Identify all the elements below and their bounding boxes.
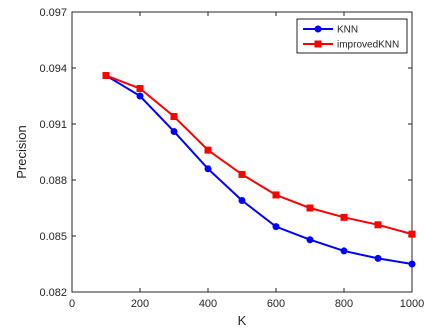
data-point-KNN xyxy=(408,260,416,268)
axes xyxy=(71,11,413,293)
series-improvedKNN xyxy=(102,71,416,238)
data-point-improvedKNN xyxy=(204,146,212,154)
y-tick-label: 0.085 xyxy=(39,231,67,243)
data-point-KNN xyxy=(306,236,314,244)
y-tick-label: 0.088 xyxy=(39,175,67,187)
data-point-KNN xyxy=(238,197,246,205)
data-point-improvedKNN xyxy=(238,170,246,178)
series xyxy=(102,71,416,268)
data-point-KNN xyxy=(136,92,144,100)
x-tick-label: 200 xyxy=(131,298,149,310)
data-point-improvedKNN xyxy=(272,191,280,199)
series-line-KNN xyxy=(105,74,413,265)
data-point-KNN xyxy=(170,127,178,135)
x-tick-label: 400 xyxy=(199,298,217,310)
ticks: 0 200 400 600 800 1000 0.082 0.085 0.088 0.091 0.0… xyxy=(39,7,424,310)
y-tick-label: 0.091 xyxy=(39,119,67,131)
legend: KNN improvedKNN xyxy=(296,18,408,54)
x-tick-label: 1000 xyxy=(400,298,424,310)
data-point-improvedKNN xyxy=(408,230,416,238)
data-point-KNN xyxy=(340,247,348,255)
x-tick-label: 0 xyxy=(69,298,75,310)
series-KNN xyxy=(102,71,416,268)
plot-frame xyxy=(71,11,413,293)
legend-label-KNN: KNN xyxy=(337,25,358,36)
y-axis-label: Precision xyxy=(14,125,29,178)
data-point-improvedKNN xyxy=(136,85,144,93)
y-tick-label: 0.094 xyxy=(39,63,67,75)
data-point-improvedKNN xyxy=(102,71,110,79)
data-point-KNN xyxy=(374,254,382,262)
data-point-KNN xyxy=(204,165,212,173)
data-point-improvedKNN xyxy=(340,213,348,221)
x-tick-label: 800 xyxy=(335,298,353,310)
data-point-improvedKNN xyxy=(374,221,382,229)
data-point-improvedKNN xyxy=(306,204,314,212)
x-axis-label: K xyxy=(238,313,247,328)
data-point-KNN xyxy=(272,223,280,231)
y-tick-label: 0.082 xyxy=(39,287,67,299)
x-tick-label: 600 xyxy=(267,298,285,310)
legend-marker-improvedKNN xyxy=(314,40,322,48)
series-line-improvedKNN xyxy=(105,74,413,236)
legend-marker-KNN xyxy=(314,25,322,33)
legend-label-improvedKNN: improvedKNN xyxy=(337,40,399,51)
data-point-improvedKNN xyxy=(170,113,178,121)
y-tick-label: 0.097 xyxy=(39,7,67,19)
